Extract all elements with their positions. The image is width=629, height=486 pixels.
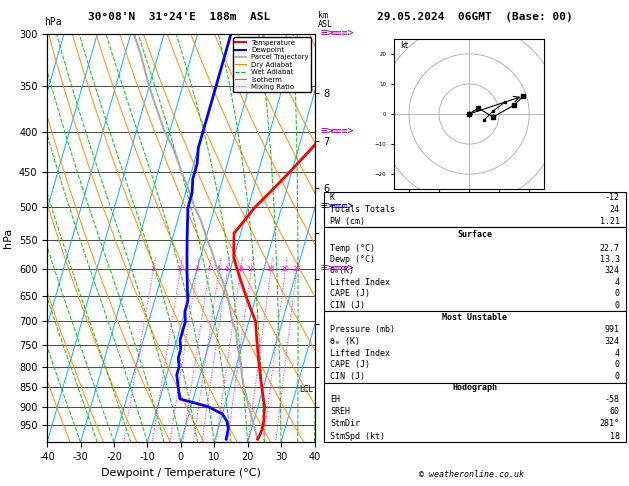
X-axis label: Dewpoint / Temperature (°C): Dewpoint / Temperature (°C): [101, 468, 261, 478]
Bar: [324, 382, 626, 442]
Text: 4: 4: [207, 266, 211, 272]
Text: 13.3: 13.3: [600, 255, 620, 264]
Text: 1: 1: [151, 266, 155, 272]
Text: 0: 0: [615, 372, 620, 381]
Text: EH: EH: [330, 395, 340, 404]
Text: 4: 4: [615, 349, 620, 358]
Bar: [324, 311, 626, 382]
Text: 0: 0: [615, 289, 620, 298]
Text: ≡≡≡>: ≡≡≡>: [330, 126, 353, 137]
Text: 991: 991: [605, 325, 620, 334]
Text: 5: 5: [217, 266, 221, 272]
Text: 15: 15: [266, 266, 275, 272]
Text: ≡≡≡>: ≡≡≡>: [330, 29, 353, 39]
Text: 24: 24: [610, 205, 620, 214]
Text: © weatheronline.co.uk: © weatheronline.co.uk: [420, 469, 524, 479]
Text: CIN (J): CIN (J): [330, 372, 365, 381]
Text: Dewp (°C): Dewp (°C): [330, 255, 375, 264]
Text: θₑ(K): θₑ(K): [330, 266, 355, 276]
Legend: Temperature, Dewpoint, Parcel Trajectory, Dry Adiabat, Wet Adiabat, Isotherm, Mi: Temperature, Dewpoint, Parcel Trajectory…: [233, 37, 311, 92]
Text: CIN (J): CIN (J): [330, 301, 365, 310]
Text: 60: 60: [610, 407, 620, 416]
Text: Temp (°C): Temp (°C): [330, 243, 375, 253]
Bar: [324, 227, 626, 311]
Text: 29.05.2024  06GMT  (Base: 00): 29.05.2024 06GMT (Base: 00): [377, 12, 573, 22]
Text: 20: 20: [281, 266, 289, 272]
Text: PW (cm): PW (cm): [330, 217, 365, 226]
Text: ≡>: ≡>: [321, 202, 334, 212]
Text: Pressure (mb): Pressure (mb): [330, 325, 395, 334]
Text: 22.7: 22.7: [600, 243, 620, 253]
Text: 25: 25: [292, 266, 301, 272]
Text: θₑ (K): θₑ (K): [330, 337, 360, 346]
Text: K: K: [330, 193, 335, 202]
Text: 4: 4: [615, 278, 620, 287]
Text: 30°08'N  31°24'E  188m  ASL: 30°08'N 31°24'E 188m ASL: [88, 12, 270, 22]
Text: 281°: 281°: [600, 419, 620, 428]
Text: -58: -58: [605, 395, 620, 404]
Text: Surface: Surface: [457, 230, 493, 240]
Text: StmDir: StmDir: [330, 419, 360, 428]
Text: 18: 18: [610, 432, 620, 441]
Text: 3: 3: [194, 266, 199, 272]
Text: 324: 324: [605, 266, 620, 276]
Text: km
ASL: km ASL: [318, 11, 333, 29]
Text: 0: 0: [615, 301, 620, 310]
Text: kt: kt: [400, 41, 408, 50]
Text: CAPE (J): CAPE (J): [330, 361, 370, 369]
Text: 324: 324: [605, 337, 620, 346]
Text: Hodograph: Hodograph: [452, 383, 498, 393]
Text: 0: 0: [615, 361, 620, 369]
Y-axis label: hPa: hPa: [3, 228, 13, 248]
Text: -12: -12: [605, 193, 620, 202]
Text: Totals Totals: Totals Totals: [330, 205, 395, 214]
Text: 2: 2: [178, 266, 182, 272]
Text: Most Unstable: Most Unstable: [442, 313, 508, 322]
Text: ≡>: ≡>: [321, 126, 334, 137]
Text: ≡≡≡>: ≡≡≡>: [330, 202, 353, 212]
Text: LCL: LCL: [300, 384, 313, 394]
Text: 6: 6: [225, 266, 230, 272]
Text: CAPE (J): CAPE (J): [330, 289, 370, 298]
Text: ≡≡≡>: ≡≡≡>: [330, 264, 353, 274]
Bar: [324, 191, 626, 227]
Text: 10: 10: [247, 266, 255, 272]
Text: Lifted Index: Lifted Index: [330, 278, 390, 287]
Text: ≡>: ≡>: [321, 264, 334, 274]
Text: SREH: SREH: [330, 407, 350, 416]
Text: 8: 8: [238, 266, 243, 272]
Text: StmSpd (kt): StmSpd (kt): [330, 432, 385, 441]
Text: 1.21: 1.21: [600, 217, 620, 226]
Text: Lifted Index: Lifted Index: [330, 349, 390, 358]
Text: hPa: hPa: [44, 17, 62, 27]
Text: ≡>: ≡>: [321, 29, 334, 39]
